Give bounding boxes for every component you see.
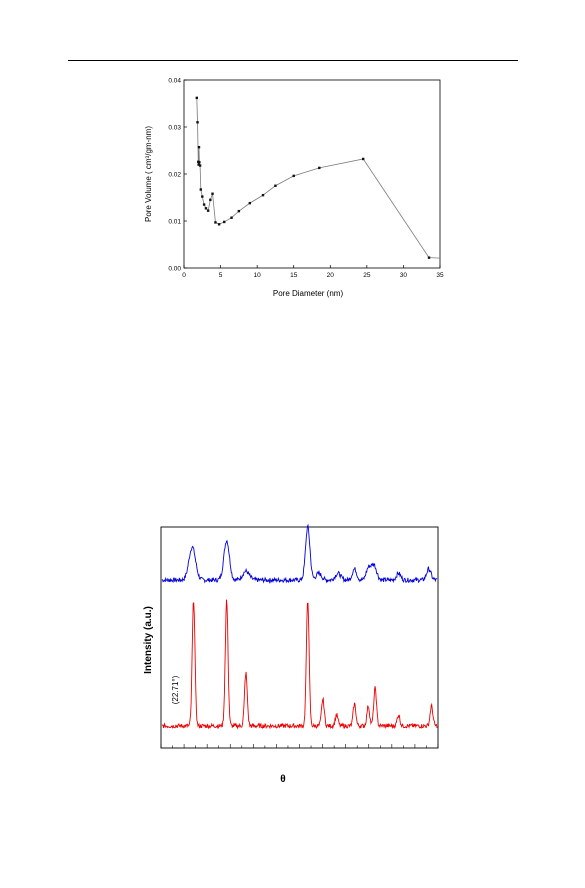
data-point bbox=[206, 209, 210, 212]
pore-volume-axis-title: Pore Volume ( cm³/gm-nm) bbox=[144, 126, 153, 222]
x-tick-label: 20 bbox=[327, 272, 335, 279]
data-point bbox=[201, 195, 204, 198]
data-point bbox=[196, 121, 199, 124]
pore-volume-series-line bbox=[196, 97, 441, 259]
data-point bbox=[198, 161, 201, 164]
peak-angle-annotation: (22.71°) bbox=[171, 675, 180, 704]
pore-diameter-axis-title: Pore Diameter (nm) bbox=[273, 289, 344, 298]
data-point bbox=[237, 209, 241, 213]
data-point bbox=[261, 193, 265, 197]
plot-frame bbox=[160, 526, 439, 749]
plot-frame bbox=[183, 79, 441, 269]
data-point bbox=[223, 220, 226, 224]
data-point bbox=[195, 96, 198, 100]
pore-volume-plot-area: 0 5 10 15 20 25 30 35 0.00 0.01 0.02 0.03 0.04 bbox=[168, 77, 444, 279]
y-tick-label: 0.00 bbox=[168, 265, 181, 272]
x-tick-label: 10 bbox=[254, 272, 262, 279]
x-tick-label: 5 bbox=[219, 272, 223, 279]
data-point bbox=[214, 221, 217, 224]
y-tick-label: 0.02 bbox=[168, 171, 181, 178]
x-tick-label: 25 bbox=[363, 272, 371, 279]
data-point bbox=[292, 174, 295, 178]
data-point bbox=[209, 198, 212, 202]
x-tick-label: 0 bbox=[182, 272, 186, 279]
data-point bbox=[427, 256, 431, 259]
page-header-rule bbox=[68, 60, 518, 61]
x-tick-label: 15 bbox=[290, 272, 298, 279]
theta-axis-title: θ bbox=[280, 774, 285, 785]
data-point bbox=[230, 216, 233, 219]
data-point bbox=[211, 192, 214, 195]
data-point bbox=[318, 166, 321, 170]
data-point bbox=[197, 146, 201, 149]
data-point bbox=[217, 223, 221, 226]
y-tick-label: 0.01 bbox=[168, 218, 181, 225]
data-point bbox=[204, 207, 208, 210]
data-point bbox=[362, 157, 365, 161]
xrd-plot-area bbox=[160, 523, 439, 749]
y-tick-label: 0.03 bbox=[168, 124, 181, 131]
x-tick-label: 30 bbox=[400, 272, 408, 279]
data-point bbox=[248, 201, 252, 205]
x-tick-label: 35 bbox=[436, 272, 444, 279]
intensity-axis-title: Intensity (a.u.) bbox=[143, 606, 154, 674]
red-pattern-line bbox=[161, 599, 438, 730]
data-point bbox=[197, 163, 200, 166]
data-point bbox=[274, 184, 277, 187]
data-point bbox=[202, 203, 206, 206]
y-tick-label: 0.04 bbox=[168, 77, 181, 84]
blue-pattern-line bbox=[161, 523, 438, 584]
data-point bbox=[198, 164, 202, 167]
data-point bbox=[199, 188, 203, 191]
